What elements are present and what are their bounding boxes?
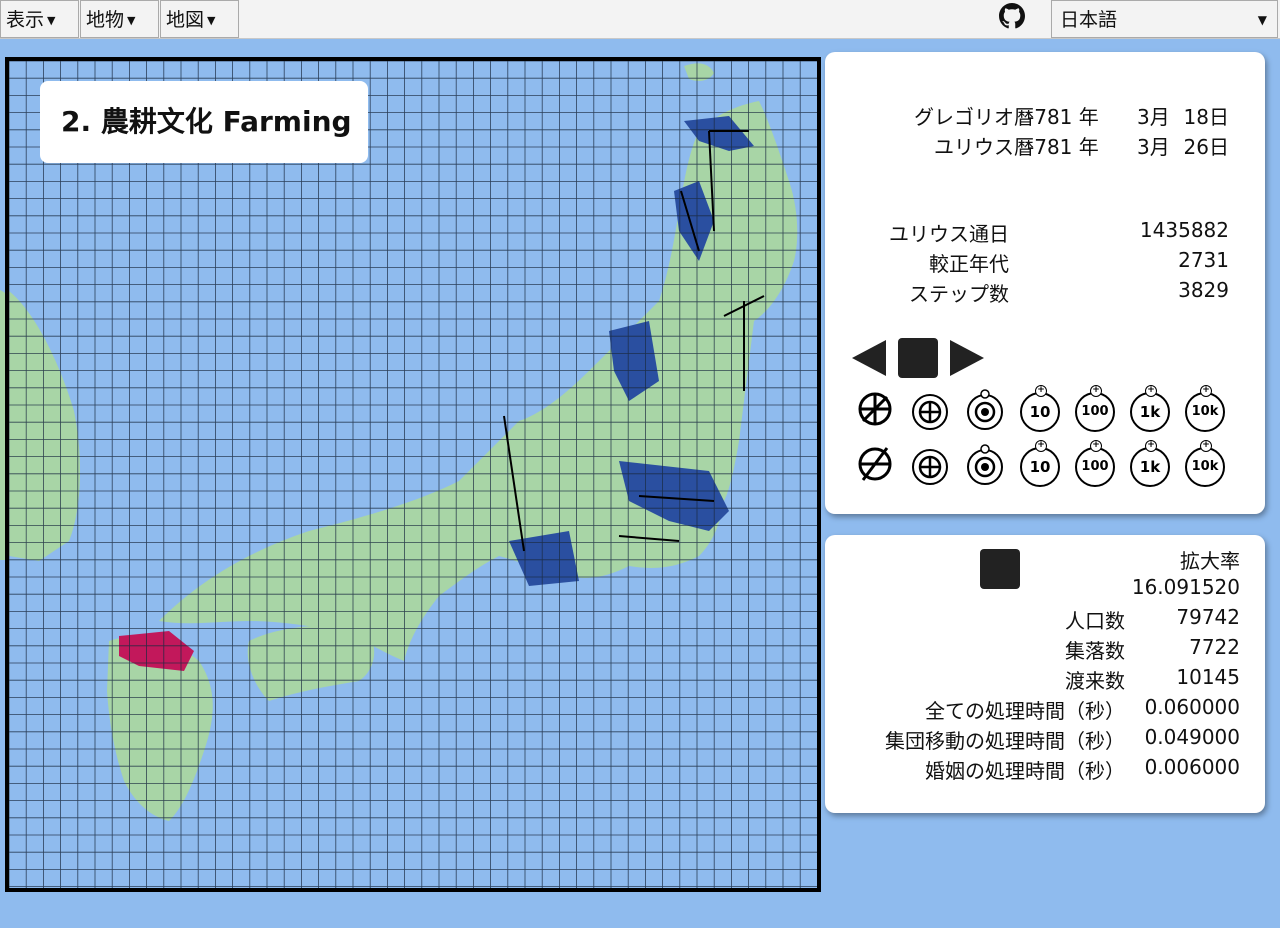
step-10k-label: 10k — [1191, 404, 1219, 419]
step-1k-label: 1k — [1139, 403, 1161, 421]
stat-value-steps: 3829 — [1178, 278, 1229, 302]
map-title: 2. 農耕文化 Farming — [61, 105, 352, 138]
menu-features-label: 地物 — [86, 9, 125, 31]
stats-panel: 拡大率 16.091520 人口数 79742 集落数 7722 渡来数 101… — [825, 535, 1265, 813]
stat-label-migrants: 渡来数 — [1065, 669, 1125, 693]
play-backward-icon[interactable] — [850, 338, 890, 378]
stat-label-marriage-time: 婚姻の処理時間（秒） — [925, 759, 1125, 783]
stat-label-calibrated-age: 較正年代 — [929, 252, 1009, 276]
settlements-east — [509, 116, 754, 586]
gregorian-year: -781 年 — [1027, 105, 1099, 129]
stat-label-total-time: 全ての処理時間（秒） — [925, 699, 1125, 723]
honshu-landmass — [159, 101, 798, 661]
dropdown-caret-icon: ▼ — [127, 13, 136, 27]
stat-label-group-move-time: 集団移動の処理時間（秒） — [885, 729, 1125, 753]
dropdown-caret-icon: ▼ — [207, 13, 216, 27]
simulation-map[interactable] — [5, 57, 821, 892]
step-10k-button[interactable]: 10k + — [1185, 385, 1225, 432]
run-one-icon[interactable] — [909, 444, 951, 486]
menu-view[interactable]: 表示 ▼ — [0, 0, 79, 38]
run-1k-label: 1k — [1139, 458, 1161, 476]
kyushu-landmass — [107, 636, 213, 821]
julian-month: 3月 — [1137, 135, 1170, 159]
map-title-card: 2. 農耕文化 Farming — [40, 81, 368, 163]
plus-icon: + — [1200, 385, 1212, 397]
zoom-label: 拡大率 — [1180, 549, 1240, 573]
menu-bar: 表示 ▼ 地物 ▼ 地図 ▼ 日本語 ▼ — [0, 0, 1280, 39]
step-target-icon[interactable] — [964, 389, 1006, 431]
stat-label-julian-day-number: ユリウス通日 — [889, 222, 1009, 246]
language-select[interactable]: 日本語 ▼ — [1051, 0, 1278, 38]
julian-label: ユリウス暦 — [934, 135, 1034, 159]
menu-view-label: 表示 — [6, 9, 45, 31]
menu-map-label: 地図 — [166, 9, 205, 31]
stat-value-julian-day-number: 1435882 — [1139, 218, 1229, 242]
julian-year: -781 年 — [1027, 135, 1099, 159]
run-100-label: 100 — [1081, 459, 1109, 474]
zoom-value: 16.091520 — [1131, 575, 1240, 599]
plus-icon: + — [1090, 440, 1102, 452]
plus-icon: + — [1035, 440, 1047, 452]
time-panel: グレゴリオ暦 -781 年 3月 18日 ユリウス暦 -781 年 3月 26日… — [825, 52, 1265, 514]
stat-value-population: 79742 — [1176, 605, 1240, 629]
github-icon[interactable] — [999, 3, 1025, 29]
plus-icon: + — [1035, 385, 1047, 397]
run-10-label: 10 — [1029, 458, 1051, 476]
step-10-button[interactable]: 10 + — [1020, 385, 1060, 432]
dropdown-caret-icon: ▼ — [47, 13, 56, 27]
stat-label-settlements: 集落数 — [1065, 639, 1125, 663]
plus-icon: + — [1090, 385, 1102, 397]
step-100-button[interactable]: 100 + — [1075, 385, 1115, 432]
run-target-icon[interactable] — [964, 444, 1006, 486]
reset-all-icon[interactable] — [855, 444, 895, 484]
stat-value-migrants: 10145 — [1176, 665, 1240, 689]
plus-icon: + — [1145, 385, 1157, 397]
run-10k-label: 10k — [1191, 459, 1219, 474]
run-100-button[interactable]: 100 + — [1075, 440, 1115, 487]
stat-value-calibrated-age: 2731 — [1178, 248, 1229, 272]
stat-value-settlements: 7722 — [1189, 635, 1240, 659]
step-1k-button[interactable]: 1k + — [1130, 385, 1170, 432]
reset-marker-icon[interactable] — [855, 389, 895, 429]
stat-value-marriage-time: 0.006000 — [1144, 755, 1240, 779]
run-1k-button[interactable]: 1k + — [1130, 440, 1170, 487]
plus-icon: + — [1200, 440, 1212, 452]
run-10-button[interactable]: 10 + — [1020, 440, 1060, 487]
language-select-value: 日本語 — [1060, 9, 1118, 31]
gregorian-label: グレゴリオ暦 — [914, 105, 1034, 129]
stat-value-group-move-time: 0.049000 — [1144, 725, 1240, 749]
korea-landmass — [9, 291, 81, 561]
gregorian-month: 3月 — [1137, 105, 1170, 129]
step-10-label: 10 — [1029, 403, 1051, 421]
color-swatch[interactable] — [980, 549, 1020, 589]
julian-day: 26日 — [1183, 135, 1229, 159]
map-grid — [9, 61, 817, 888]
plus-icon: + — [1145, 440, 1157, 452]
gregorian-day: 18日 — [1183, 105, 1229, 129]
step-one-icon[interactable] — [909, 389, 951, 431]
migration-arrows — [503, 130, 765, 552]
menu-features[interactable]: 地物 ▼ — [80, 0, 159, 38]
dropdown-caret-icon: ▼ — [1257, 13, 1267, 27]
stat-label-population: 人口数 — [1065, 609, 1125, 633]
settlements-west — [119, 631, 194, 671]
map-canvas[interactable] — [9, 61, 817, 888]
stat-value-total-time: 0.060000 — [1144, 695, 1240, 719]
menu-map[interactable]: 地図 ▼ — [160, 0, 239, 38]
step-100-label: 100 — [1081, 404, 1109, 419]
stat-label-steps: ステップ数 — [909, 282, 1009, 306]
play-forward-icon[interactable] — [948, 338, 988, 378]
stop-button[interactable] — [898, 338, 938, 378]
run-10k-button[interactable]: 10k + — [1185, 440, 1225, 487]
